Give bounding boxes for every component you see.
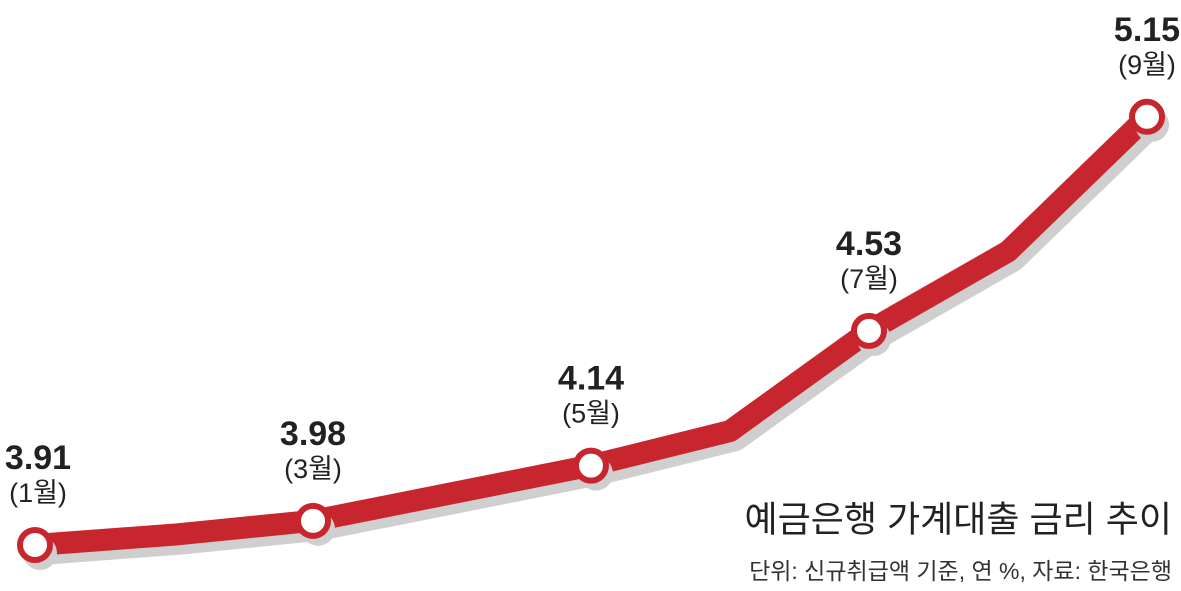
category-label: (7월) [840,264,898,294]
marker [295,502,331,539]
category-label: (3월) [284,454,342,484]
data-label: 3.91 [5,439,71,477]
marker [573,447,609,484]
data-label: 3.98 [280,415,346,453]
marker [17,527,53,564]
chart-subtitle: 단위: 신규취급액 기준, 연 %, 자료: 한국은행 [749,558,1172,584]
data-label: 4.14 [558,360,624,398]
data-label: 5.15 [1114,11,1180,49]
data-label: 4.53 [836,225,902,263]
category-label: (5월) [562,399,620,429]
marker [1129,98,1165,135]
chart-title: 예금은행 가계대출 금리 추이 [745,499,1172,540]
category-label: (1월) [9,478,67,508]
category-label: (9월) [1118,50,1176,80]
marker [851,312,887,349]
